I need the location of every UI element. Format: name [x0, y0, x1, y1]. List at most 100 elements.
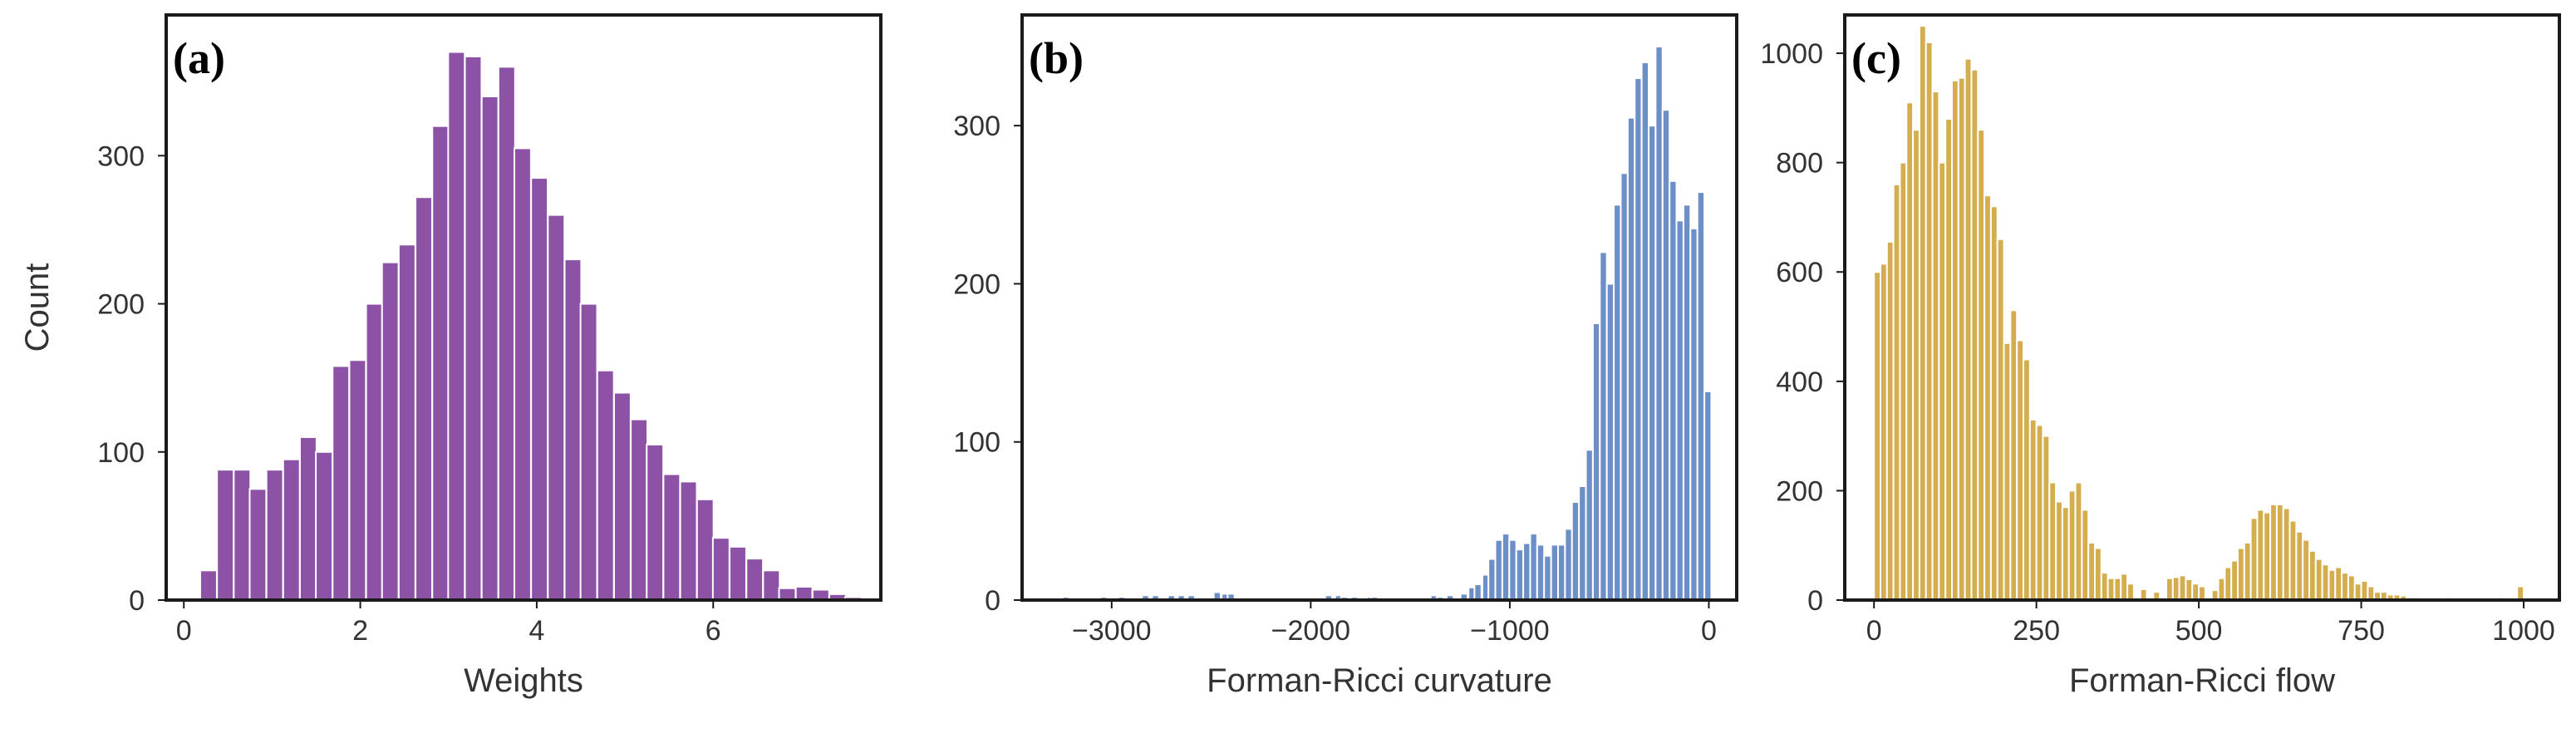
- histogram-bar: [1957, 76, 1966, 601]
- histogram-bar: [1675, 219, 1684, 601]
- histogram-bar: [1487, 558, 1497, 601]
- histogram-bar: [431, 125, 450, 601]
- histogram-bar: [1501, 533, 1511, 601]
- histogram-bar: [596, 369, 615, 601]
- histogram-bar: [762, 569, 781, 601]
- histogram-bar: [1599, 251, 1608, 601]
- histogram-bar: [1591, 322, 1601, 601]
- histogram-bar: [233, 469, 252, 601]
- histogram-bar: [2243, 541, 2252, 602]
- chart-panel-1: 0 2 4 6 0 100 200 300 Weights Count (a): [19, 13, 882, 699]
- histogram-bar: [1634, 77, 1643, 602]
- histogram-bar: [282, 458, 301, 601]
- histogram-bar: [2269, 503, 2278, 601]
- x-tick-label: 500: [2175, 615, 2223, 647]
- histogram-bar: [1571, 501, 1581, 601]
- histogram-bar: [2009, 309, 2018, 601]
- histogram-bar: [745, 558, 764, 601]
- histogram-bar: [2042, 435, 2051, 601]
- histogram-bar: [2230, 559, 2239, 602]
- axes-frame: [165, 13, 882, 602]
- histogram-bar: [1647, 125, 1657, 601]
- histogram-bar: [1613, 204, 1622, 602]
- histogram-bar: [2237, 547, 2245, 601]
- x-axis-label: Forman-Ricci flow: [2069, 662, 2335, 699]
- histogram-bar: [2288, 519, 2298, 602]
- histogram-bar: [2003, 342, 2012, 601]
- histogram-bar: [2308, 549, 2317, 601]
- histogram-bar: [679, 480, 698, 601]
- y-tick-label: 100: [953, 427, 1000, 459]
- histogram-bar: [1473, 583, 1482, 601]
- histogram-bar: [2166, 577, 2174, 602]
- histogram-bar: [2016, 339, 2025, 601]
- histogram-bar: [2087, 541, 2097, 602]
- x-tick-label: 0: [176, 615, 192, 647]
- histogram-bar: [2035, 424, 2044, 601]
- histogram-bar: [2516, 585, 2525, 601]
- histogram-bar: [1944, 118, 1954, 601]
- axes-frame: [1843, 13, 2561, 602]
- histogram-bar: [1550, 544, 1560, 601]
- histogram-bar: [2126, 583, 2135, 601]
- histogram-bar: [2360, 579, 2369, 602]
- histogram-bar: [2120, 573, 2129, 602]
- histogram-bar: [2217, 577, 2226, 602]
- histogram-bar: [612, 391, 632, 601]
- y-tick-label: 200: [953, 268, 1000, 300]
- histogram-bar: [2328, 568, 2337, 602]
- histogram-bar: [2341, 572, 2349, 601]
- histogram-bar: [1885, 241, 1895, 601]
- histogram-bar: [2282, 507, 2291, 601]
- histogram-bar: [778, 587, 797, 601]
- histogram-bar: [248, 488, 268, 601]
- histogram-bar: [1925, 41, 1934, 601]
- histogram-bar: [464, 55, 483, 601]
- histogram-bar: [2334, 566, 2343, 602]
- histogram-bar: [365, 303, 384, 601]
- histogram-bar: [2314, 558, 2323, 602]
- histogram-bar: [1529, 533, 1538, 601]
- x-tick-label: 250: [2013, 615, 2060, 647]
- histogram-bar: [1522, 542, 1531, 601]
- histogram-bar: [2055, 500, 2063, 601]
- histogram-bar: [1899, 161, 1908, 602]
- histogram-bar: [1682, 204, 1692, 602]
- y-axis-label: Count: [19, 263, 56, 352]
- histogram-bar: [1964, 57, 1973, 602]
- histogram-bar: [381, 261, 400, 601]
- histogram-bar: [2191, 583, 2200, 601]
- x-tick-label: 750: [2338, 615, 2385, 647]
- histogram-bar: [199, 569, 218, 601]
- histogram-bar: [397, 244, 416, 601]
- histogram-bar: [2067, 490, 2077, 601]
- histogram-bar: [1873, 271, 1882, 601]
- histogram-bar: [1970, 68, 1979, 602]
- x-tick-label: −2000: [1271, 615, 1351, 647]
- histogram-bar: [711, 537, 730, 601]
- histogram-bar: [1494, 539, 1503, 602]
- histogram-bar: [1996, 238, 2005, 601]
- histogram-bar: [2347, 574, 2356, 601]
- histogram-bar: [1508, 539, 1517, 602]
- x-axis-label: Forman-Ricci curvature: [1207, 662, 1552, 699]
- histogram-bar: [2061, 506, 2070, 601]
- histogram-bar: [696, 498, 715, 601]
- histogram-bar: [2107, 577, 2116, 602]
- histogram-bar: [1669, 180, 1678, 601]
- histogram-bar: [1989, 205, 1998, 602]
- histogram-bar: [2081, 509, 2090, 602]
- histogram-bar: [2256, 509, 2265, 602]
- y-tick-label: 800: [1776, 148, 1823, 180]
- histogram-bar: [513, 147, 532, 601]
- y-tick-label: 300: [953, 111, 1000, 142]
- histogram-bar: [298, 436, 317, 601]
- histogram-bar: [1689, 227, 1698, 601]
- histogram-bar: [1557, 544, 1566, 601]
- x-tick-label: 6: [705, 615, 721, 647]
- histogram-bar: [1585, 449, 1594, 601]
- histogram-bar: [1626, 116, 1636, 602]
- chart-panel-2: −3000 −2000 −1000 0 0 100 200 300 Forman-Ricci c…: [953, 13, 1738, 699]
- histogram-bar: [348, 359, 367, 601]
- histogram-bar: [1605, 283, 1615, 601]
